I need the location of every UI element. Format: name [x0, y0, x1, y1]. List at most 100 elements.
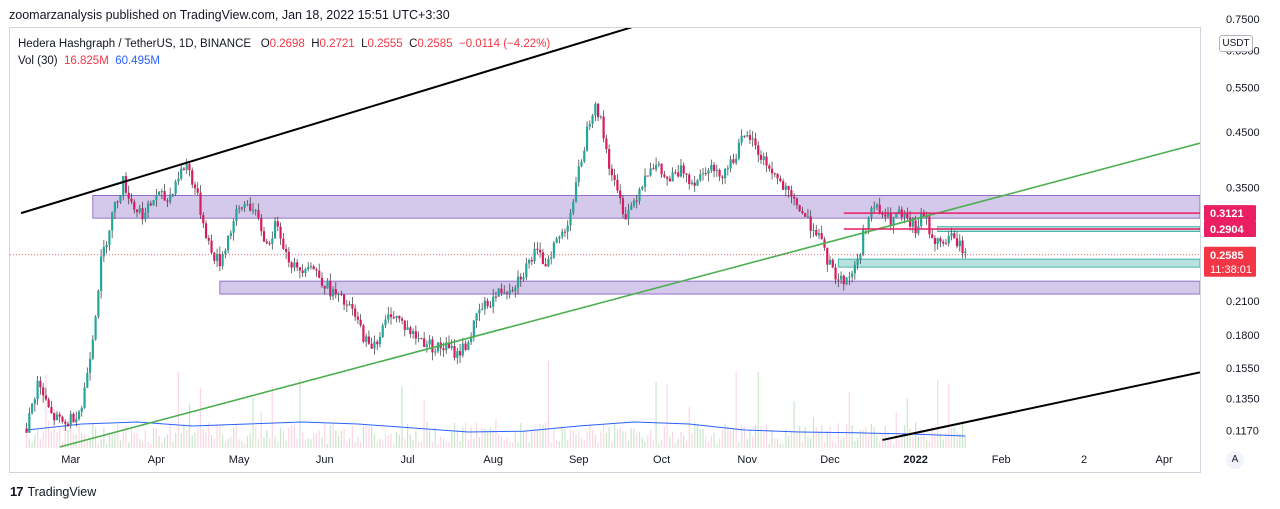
volume-bar — [205, 432, 207, 448]
change-value: −0.0114 (−4.22%) — [458, 38, 551, 50]
candle-body — [199, 192, 202, 215]
level-02904-label: 0.2904 — [1210, 224, 1245, 236]
currency-button[interactable]: USDT — [1219, 35, 1253, 52]
volume-bar — [210, 435, 213, 448]
candle-body — [851, 273, 854, 277]
candle-body — [867, 217, 870, 229]
volume-bar — [804, 427, 806, 448]
volume-bar — [837, 423, 839, 448]
candle-body — [784, 185, 787, 190]
volume-bar — [357, 436, 359, 448]
volume-bar — [906, 398, 908, 448]
candle-body — [696, 180, 699, 186]
volume-bar — [136, 433, 138, 448]
volume-bar — [274, 436, 276, 448]
volume-bar — [608, 427, 610, 448]
candle-body — [461, 343, 464, 356]
candle-body — [276, 221, 279, 227]
auto-scale-button[interactable]: A — [1226, 451, 1244, 469]
candle-body — [215, 253, 219, 261]
volume-bar — [950, 428, 953, 448]
y-tick-label: 0.1800 — [1226, 330, 1260, 342]
candle-body — [423, 338, 426, 347]
volume-bar — [509, 441, 511, 448]
volume-bar — [721, 429, 723, 448]
volume-bar — [663, 426, 665, 448]
volume-bar — [710, 436, 712, 448]
candle-body — [906, 212, 909, 218]
candle-body — [229, 232, 232, 237]
high-value: 0.2721 — [319, 38, 355, 50]
volume-bar — [462, 427, 464, 448]
candle-body — [55, 414, 59, 421]
candle-body — [511, 290, 514, 292]
x-tick-label: May — [229, 454, 250, 466]
volume-bar — [594, 434, 596, 448]
candle-body — [663, 174, 666, 177]
volume-bar — [683, 435, 685, 448]
volume-bar — [249, 433, 251, 448]
volume-bar — [727, 425, 729, 448]
candle-body — [373, 341, 376, 349]
chart-pane[interactable] — [9, 27, 1201, 473]
candle-body — [456, 351, 459, 358]
candle-body — [196, 188, 199, 193]
candle-body — [955, 238, 959, 247]
volume-bar — [470, 426, 472, 448]
trendline-upper-black — [20, 28, 633, 215]
volume-bar — [945, 433, 947, 448]
volume-bar — [801, 441, 804, 448]
volume-bar — [291, 424, 293, 448]
volume-bar — [890, 440, 892, 448]
volume-bar — [216, 424, 218, 448]
x-tick-label: Apr — [148, 454, 165, 466]
volume-bar — [567, 440, 569, 448]
candle-body — [282, 238, 285, 249]
volume-bar — [34, 434, 36, 448]
footer-brand[interactable]: 17 TradingView — [10, 484, 96, 499]
volume-bar — [431, 441, 434, 448]
candle-body — [533, 248, 536, 262]
candle-body — [392, 317, 395, 319]
candle-body — [732, 159, 735, 163]
volume-bar — [688, 407, 690, 448]
candle-body — [735, 158, 738, 163]
volume-bar — [464, 422, 467, 448]
candle-body — [171, 193, 175, 195]
candle-body — [254, 210, 257, 212]
candle-body — [839, 275, 843, 280]
volume-bar — [304, 440, 307, 448]
volume-bar — [103, 427, 105, 448]
candle-body — [191, 170, 194, 185]
volume-bar — [266, 430, 268, 448]
symbol-name[interactable]: Hedera Hashgraph / TetherUS, 1D, BINANCE — [18, 38, 252, 50]
volume-bar — [558, 441, 561, 448]
volume-bar — [500, 436, 503, 448]
volume-bar — [749, 430, 751, 448]
volume-bar — [859, 430, 861, 448]
candle-body — [307, 266, 310, 270]
candle-body — [354, 308, 357, 317]
x-tick-label: Jun — [316, 454, 334, 466]
candle-body — [30, 403, 34, 414]
candle-body — [641, 186, 644, 190]
volume-bar — [718, 438, 721, 448]
candle-body — [384, 319, 387, 326]
brand-name: TradingView — [27, 484, 97, 499]
candle-body — [897, 209, 901, 214]
candle-body — [925, 216, 928, 218]
candle-body — [613, 175, 616, 180]
candle-body — [699, 174, 702, 181]
candle-body — [657, 163, 660, 166]
candle-body — [826, 247, 829, 265]
volume-bar — [815, 427, 817, 448]
volume-bar — [605, 432, 607, 448]
candle-body — [492, 296, 495, 307]
volume-label[interactable]: Vol (30) — [18, 55, 58, 67]
volume-bar — [506, 437, 508, 448]
candle-body — [483, 300, 486, 309]
volume-bar — [716, 443, 718, 448]
candle-body — [848, 276, 851, 278]
volume-bar — [440, 436, 442, 448]
